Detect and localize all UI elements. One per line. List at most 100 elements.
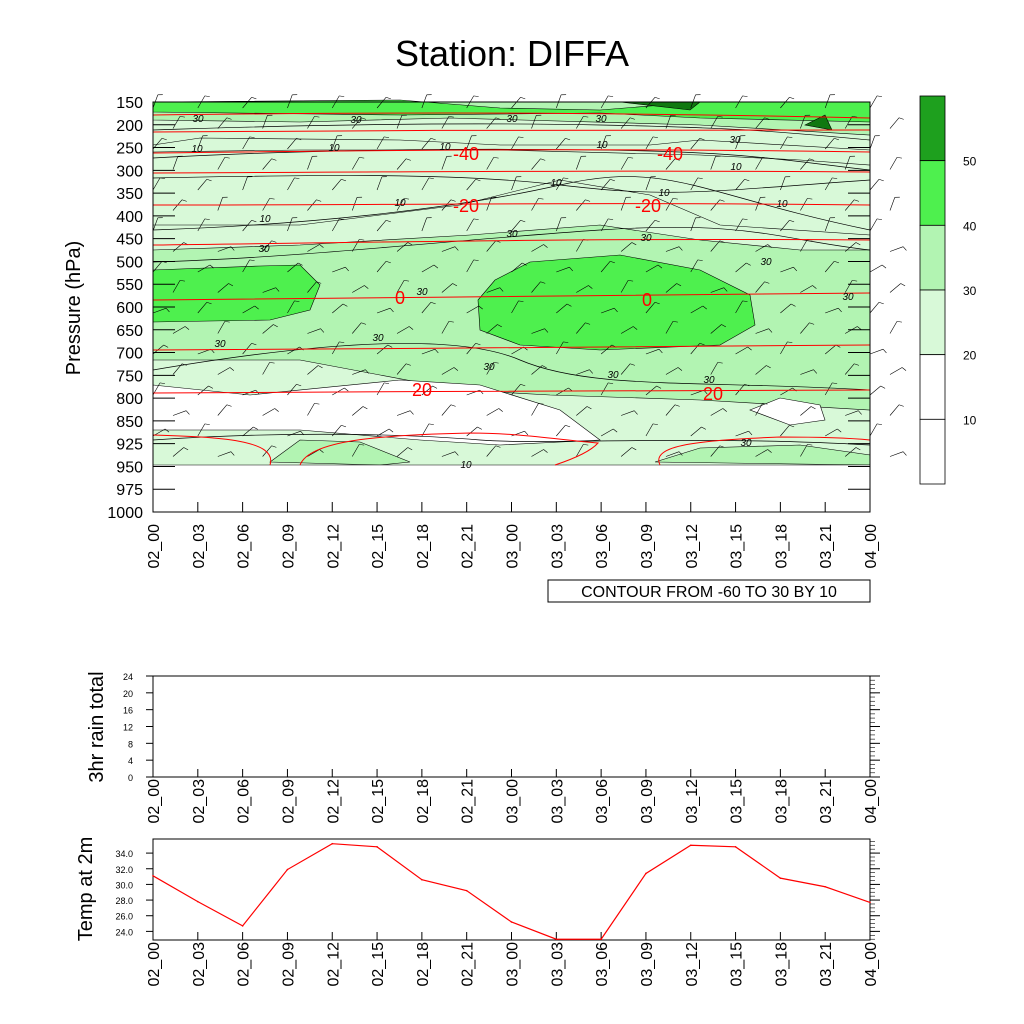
wind-barb [620,326,634,334]
wind-barb-feather [631,242,637,246]
wind-barb [421,423,430,437]
wind-barb-feather [204,218,210,220]
rain-y-tick-label: 8 [128,739,133,749]
wind-barb [466,135,472,150]
rain-x-tick-label: 03_18 [773,779,790,824]
temp-point [689,844,692,847]
temp-point [779,877,782,879]
wind-barb [287,262,299,273]
wind-barb [665,404,676,416]
y-tick-label: 550 [116,277,143,294]
wind-barb [845,410,859,416]
wind-barb-feather [251,96,257,100]
wind-barb [421,348,436,355]
wind-barb [665,283,677,293]
colorbar-label: 20 [963,349,977,363]
temp-contour-label: -40 [657,144,683,164]
wind-barb [824,217,831,232]
temp-x-tick-label: 03_15 [729,942,746,987]
wind-barb [172,242,184,252]
wind-barb-feather [832,177,838,179]
wind-barb-feather [493,157,499,159]
rain-y-tick-label: 12 [123,723,133,733]
wind-barb [780,136,788,150]
wind-barb [556,303,568,314]
rain-x-tick-label: 04_00 [863,779,880,824]
wind-barb-feather [473,259,479,261]
wind-barb [889,117,900,129]
wind-barb-feather [793,267,798,272]
wind-barb-feather [614,308,618,313]
wind-barb [217,321,226,334]
wind-barb-feather [742,300,748,302]
wind-barb-feather [742,218,748,220]
wind-barb [172,116,181,129]
y-tick-label: 300 [116,163,143,180]
wind-barb [531,244,544,252]
wind-barb-feather [787,136,793,138]
wind-speed-label: 30 [703,375,715,386]
rain-x-tick-label: 03_09 [639,779,656,824]
wind-barb-feather [249,259,255,261]
wind-barb [486,287,500,293]
x-tick-label: 03_12 [684,524,701,569]
temp-point [600,938,602,941]
wind-barb [441,116,450,129]
y-tick-label: 400 [116,209,143,226]
temp-contour-line-9 [152,432,871,466]
wind-barb-feather [453,367,459,371]
wind-barb [576,239,584,252]
wind-barb [576,369,590,375]
temp-x-tick-label: 02_18 [415,942,432,987]
colorbar-segment [919,160,946,226]
wind-barb [710,362,719,375]
colorbar-label: 50 [963,155,977,169]
wind-barb [755,403,763,416]
wind-barb-feather [364,285,369,289]
wind-barb [396,326,410,334]
wind-barb-feather [608,382,614,384]
y-tick-label: 150 [116,95,143,112]
wind-barb [466,426,478,437]
wind-barb [556,341,564,355]
wind-barb-feather [181,199,187,202]
wind-barb-feather [206,301,212,305]
wind-barb-feather [809,158,815,161]
wind-barb-feather [633,326,638,330]
wind-barb-feather [672,321,678,323]
wind-barb-feather [628,280,634,282]
wind-barb-feather [678,246,683,251]
wind-barb [421,302,432,314]
wind-barb-feather [658,349,663,354]
wind-barb [352,322,362,334]
wind-barb [287,430,301,437]
wind-speed-label: 10 [596,140,608,151]
rain-plot-frame [152,675,871,778]
temp-x-tick-label: 02_03 [191,942,208,987]
wind-barb-feather [628,157,634,159]
wind-barb [242,259,250,273]
wind-barb [307,365,319,375]
wind-barb [396,158,407,170]
wind-barb [735,218,743,232]
temp-point [734,846,737,848]
wind-barb [665,451,680,457]
shade-center-40 [477,254,756,351]
wind-barb-feather [495,445,501,448]
wind-barb-feather [722,408,727,412]
wind-barb-feather [226,117,232,120]
temp-contour-line-3 [152,170,871,174]
wind-barb [466,259,474,273]
wind-barb [262,408,275,416]
wind-temperature-panel: 30 30 30 30 30 10 10 10 10 10 10 10 10 10 10 30 30 30 30 30… [63,94,907,603]
temp-x-tick-label: 03_00 [505,942,522,987]
temp-x-tick-label: 03_12 [684,942,701,987]
wind-speed-label: 30 [595,114,607,125]
wind-barb-feather [878,301,884,305]
wind-barb-feather [362,406,368,410]
wind-barb [396,447,408,457]
wind-barb-feather [832,382,838,384]
wind-barb [824,138,835,150]
wind-barb [710,116,719,129]
wind-speed-label: 10 [394,198,406,209]
